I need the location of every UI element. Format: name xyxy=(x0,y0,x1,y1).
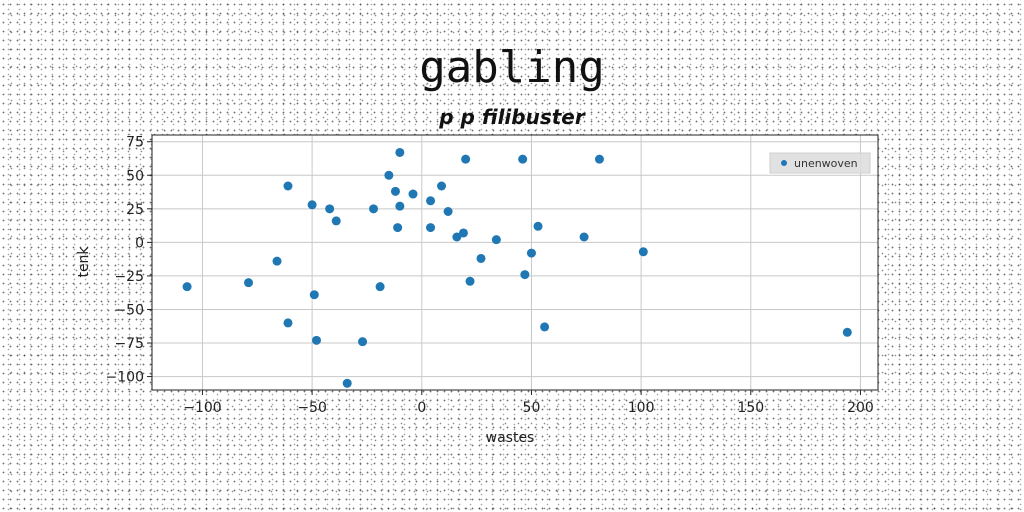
legend-label: unenwoven xyxy=(794,157,858,170)
x-tick-label: 200 xyxy=(847,400,874,416)
data-point xyxy=(437,181,447,191)
plot-frame xyxy=(151,134,879,391)
data-point xyxy=(272,256,282,266)
x-tick-label: 0 xyxy=(417,400,426,416)
data-point xyxy=(182,282,192,292)
data-point xyxy=(369,204,379,214)
data-point xyxy=(452,232,462,242)
data-point xyxy=(594,154,604,164)
x-axis-label: wastes xyxy=(486,430,535,446)
data-point xyxy=(309,290,319,300)
data-point xyxy=(476,253,486,263)
data-point xyxy=(533,221,543,231)
data-point xyxy=(325,204,335,214)
data-point xyxy=(520,270,530,280)
y-axis-label: tenk xyxy=(76,246,92,278)
x-tick-label: −50 xyxy=(297,400,327,416)
data-point xyxy=(393,223,403,233)
data-point xyxy=(638,247,648,257)
chart-subtitle: p p filibuster xyxy=(438,105,586,129)
data-point xyxy=(307,200,317,210)
data-point xyxy=(390,186,400,196)
legend-box xyxy=(769,152,871,174)
y-tick-label: 25 xyxy=(126,202,144,218)
data-point xyxy=(465,276,475,286)
data-point xyxy=(426,223,436,233)
data-point xyxy=(526,248,536,258)
data-point xyxy=(283,318,293,328)
y-tick-label: −100 xyxy=(106,370,144,386)
plot-area: −100 −50 0 50 100 150 200 75 50 25 0 −25 −50 −75 −100 u… xyxy=(106,134,879,416)
data-point xyxy=(375,282,385,292)
data-point xyxy=(842,327,852,337)
data-point xyxy=(283,181,293,191)
plot-border xyxy=(151,134,879,391)
chart-title: gabling xyxy=(419,42,604,93)
data-point xyxy=(426,196,436,206)
data-point xyxy=(244,278,254,288)
x-tick-label: 100 xyxy=(628,400,655,416)
y-tick-label: 75 xyxy=(126,135,144,151)
data-point xyxy=(395,201,405,211)
data-point xyxy=(491,235,501,245)
y-tick-label: −50 xyxy=(114,302,144,318)
y-tick-label: 0 xyxy=(135,235,144,251)
y-tick-label: 50 xyxy=(126,168,144,184)
data-point xyxy=(443,207,453,216)
data-point xyxy=(384,170,394,180)
data-point xyxy=(358,337,368,347)
data-point xyxy=(458,228,468,238)
x-tick-label: 150 xyxy=(737,400,764,416)
x-tick-label: −100 xyxy=(183,400,221,416)
data-point xyxy=(331,216,341,226)
data-point xyxy=(518,154,528,164)
data-point xyxy=(342,378,352,388)
x-tick-label: 50 xyxy=(523,400,541,416)
data-point xyxy=(540,322,550,332)
data-point xyxy=(395,147,405,157)
data-point xyxy=(579,232,589,242)
legend-marker xyxy=(781,160,787,166)
data-point xyxy=(461,154,471,164)
data-point xyxy=(408,189,418,199)
y-tick-label: −25 xyxy=(114,269,144,285)
data-point xyxy=(312,335,322,345)
y-tick-label: −75 xyxy=(114,336,144,352)
